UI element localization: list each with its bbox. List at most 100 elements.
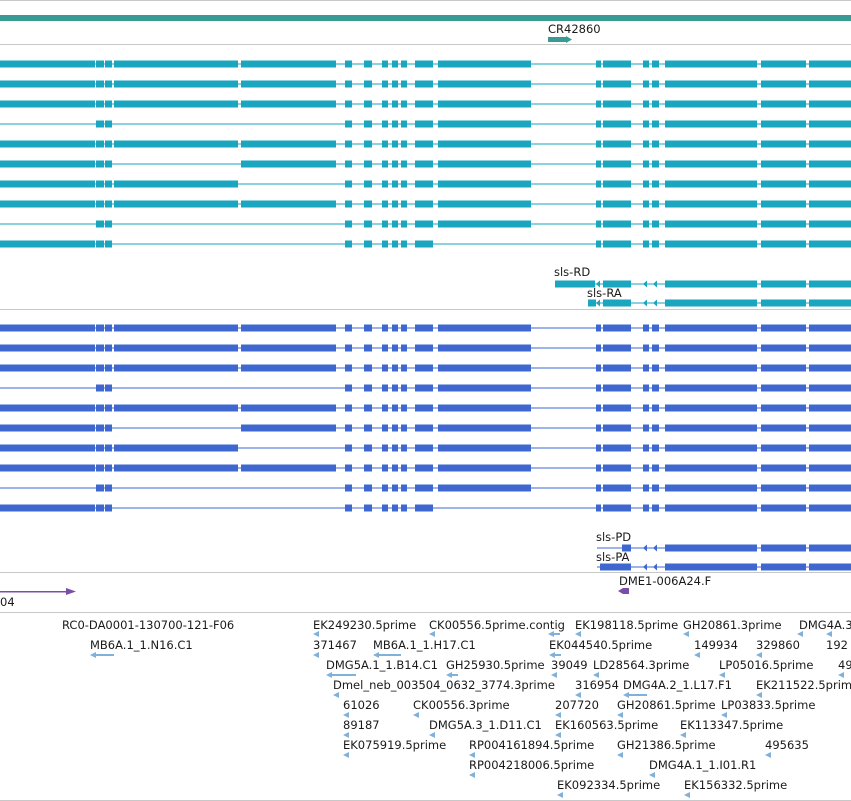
rna-transcript-strand-arrow xyxy=(366,160,370,168)
rna-transcript-strand-arrow xyxy=(366,100,370,108)
est-label[interactable]: RC0-DA0001-130700-121-F06 xyxy=(62,618,235,632)
est-label[interactable]: RP004218006.5prime xyxy=(469,758,595,772)
rna-transcript-strand-arrow xyxy=(346,140,350,148)
protein-transcript-strand-arrow xyxy=(346,364,350,372)
protein-transcript-strand-arrow xyxy=(401,444,405,452)
rna-transcript-strand-arrow xyxy=(98,160,102,168)
protein-transcript-exon xyxy=(665,384,757,392)
transcript-label-sls-ra[interactable]: sls-RA xyxy=(587,286,622,300)
est-label[interactable]: GH20861.3prime xyxy=(683,618,782,632)
est-label[interactable]: EK113347.5prime xyxy=(680,718,784,732)
protein-transcript-strand-arrow xyxy=(366,444,370,452)
sls-rd-exon xyxy=(665,280,757,288)
est-feature-arrow xyxy=(413,712,419,718)
protein-transcript-exon xyxy=(0,504,95,512)
protein-transcript-exon xyxy=(665,444,757,452)
rna-transcript-exon xyxy=(241,160,336,168)
est-label[interactable]: GH25930.5prime xyxy=(446,658,545,672)
est-label[interactable]: MB6A.1_1.N16.C1 xyxy=(90,638,193,652)
est-label[interactable]: CK00556.5prime.contig xyxy=(429,618,565,632)
rna-transcript-strand-arrow xyxy=(366,240,370,248)
protein-transcript-exon xyxy=(415,424,433,432)
protein-transcript-strand-arrow xyxy=(643,384,647,392)
sls-rd-exon xyxy=(603,280,631,288)
rna-transcript-strand-arrow xyxy=(366,200,370,208)
est-label[interactable]: DMG5A.3_1.D11.C1 xyxy=(429,718,542,732)
est-label[interactable]: 495635 xyxy=(765,738,809,752)
protein-transcript-strand-arrow xyxy=(98,424,102,432)
est-feature-arrow xyxy=(548,631,554,637)
est-label[interactable]: DMG5A.1_1.B14.C1 xyxy=(326,658,438,672)
protein-transcript-strand-arrow xyxy=(643,344,647,352)
track-divider xyxy=(0,572,851,573)
est-label[interactable]: DMG4A.1_1.I01.R1 xyxy=(649,758,757,772)
rna-transcript-exon xyxy=(809,160,851,168)
est-feature-arrow xyxy=(838,672,844,678)
est-label[interactable]: CK00556.3prime xyxy=(413,698,510,712)
protein-transcript-exon xyxy=(665,324,757,332)
est-label[interactable]: EK075919.5prime xyxy=(343,738,447,752)
est-label[interactable]: Dmel_neb_003504_0632_3774.3prime xyxy=(333,678,555,692)
sls-pd-exon xyxy=(622,544,631,552)
est-label[interactable]: EK160563.5prime xyxy=(555,718,659,732)
rna-transcript-strand-arrow xyxy=(392,60,396,68)
est-feature-arrow xyxy=(469,772,475,778)
protein-transcript-strand-arrow xyxy=(346,344,350,352)
est-label[interactable]: 39049 xyxy=(551,658,588,672)
est-label[interactable]: DMG4A.3 xyxy=(799,618,851,632)
est-label[interactable]: 89187 xyxy=(343,718,380,732)
protein-transcript-strand-arrow xyxy=(596,364,600,372)
est-label[interactable]: DMG4A.2_1.L17.F1 xyxy=(623,678,732,692)
protein-transcript-strand-arrow xyxy=(392,444,396,452)
rna-transcript-strand-arrow xyxy=(106,120,110,128)
est-label[interactable]: EK092334.5prime xyxy=(557,778,661,792)
est-label[interactable]: 49 xyxy=(838,658,851,672)
est-label[interactable]: 149934 xyxy=(694,638,738,652)
est-label[interactable]: LP03833.5prime xyxy=(721,698,816,712)
est-label[interactable]: LP05016.5prime xyxy=(719,658,814,672)
est-label[interactable]: LD28564.3prime xyxy=(593,658,690,672)
rna-transcript-strand-arrow xyxy=(98,120,102,128)
rna-transcript-exon xyxy=(665,100,757,108)
protein-transcript-strand-arrow xyxy=(382,404,386,412)
protein-transcript-strand-arrow xyxy=(106,384,110,392)
est-label[interactable]: 207720 xyxy=(555,698,599,712)
rna-transcript-exon xyxy=(603,240,631,248)
protein-transcript-strand-arrow xyxy=(346,504,350,512)
protein-transcript-exon xyxy=(761,484,806,492)
gene-label-cr42860[interactable]: CR42860 xyxy=(548,22,601,36)
est-feature-arrow xyxy=(797,631,803,637)
est-label[interactable]: 192 xyxy=(826,638,848,652)
rna-transcript-strand-arrow xyxy=(382,180,386,188)
protein-label-sls-pd[interactable]: sls-PD xyxy=(596,530,632,544)
track-divider xyxy=(0,309,851,310)
rna-transcript-strand-arrow xyxy=(596,80,600,88)
est-label[interactable]: EK211522.5prime xyxy=(756,678,851,692)
protein-transcript-exon xyxy=(0,444,95,452)
est-label[interactable]: 61026 xyxy=(343,698,380,712)
est-label[interactable]: 329860 xyxy=(756,638,800,652)
rna-transcript-exon xyxy=(415,200,433,208)
est-label[interactable]: EK249230.5prime xyxy=(313,618,417,632)
est-label[interactable]: RP004161894.5prime xyxy=(469,738,595,752)
transcript-label-sls-rd[interactable]: sls-RD xyxy=(554,265,591,279)
est-label[interactable]: MB6A.1_1.H17.C1 xyxy=(373,638,476,652)
est-label[interactable]: EK156332.5prime xyxy=(684,778,788,792)
est-label[interactable]: EK198118.5prime xyxy=(575,618,679,632)
sls-ra-exon xyxy=(603,299,631,307)
protein-transcript-strand-arrow xyxy=(382,484,386,492)
protein-label-sls-pa[interactable]: sls-PA xyxy=(596,550,630,564)
protein-transcript-strand-arrow xyxy=(392,324,396,332)
est-label[interactable]: GH20861.5prime xyxy=(617,698,716,712)
protein-transcript-strand-arrow xyxy=(106,404,110,412)
feature-label-dme1[interactable]: DME1-006A24.F xyxy=(619,574,712,588)
rna-transcript-strand-arrow xyxy=(596,100,600,108)
protein-transcript-strand-arrow xyxy=(98,404,102,412)
est-label[interactable]: EK044540.5prime xyxy=(549,638,653,652)
sls-rd-strand-arrow xyxy=(596,280,600,288)
track-divider xyxy=(0,44,851,45)
est-label[interactable]: 316954 xyxy=(575,678,619,692)
rna-transcript-exon xyxy=(415,100,433,108)
est-label[interactable]: 371467 xyxy=(313,638,357,652)
est-label[interactable]: GH21386.5prime xyxy=(617,738,716,752)
